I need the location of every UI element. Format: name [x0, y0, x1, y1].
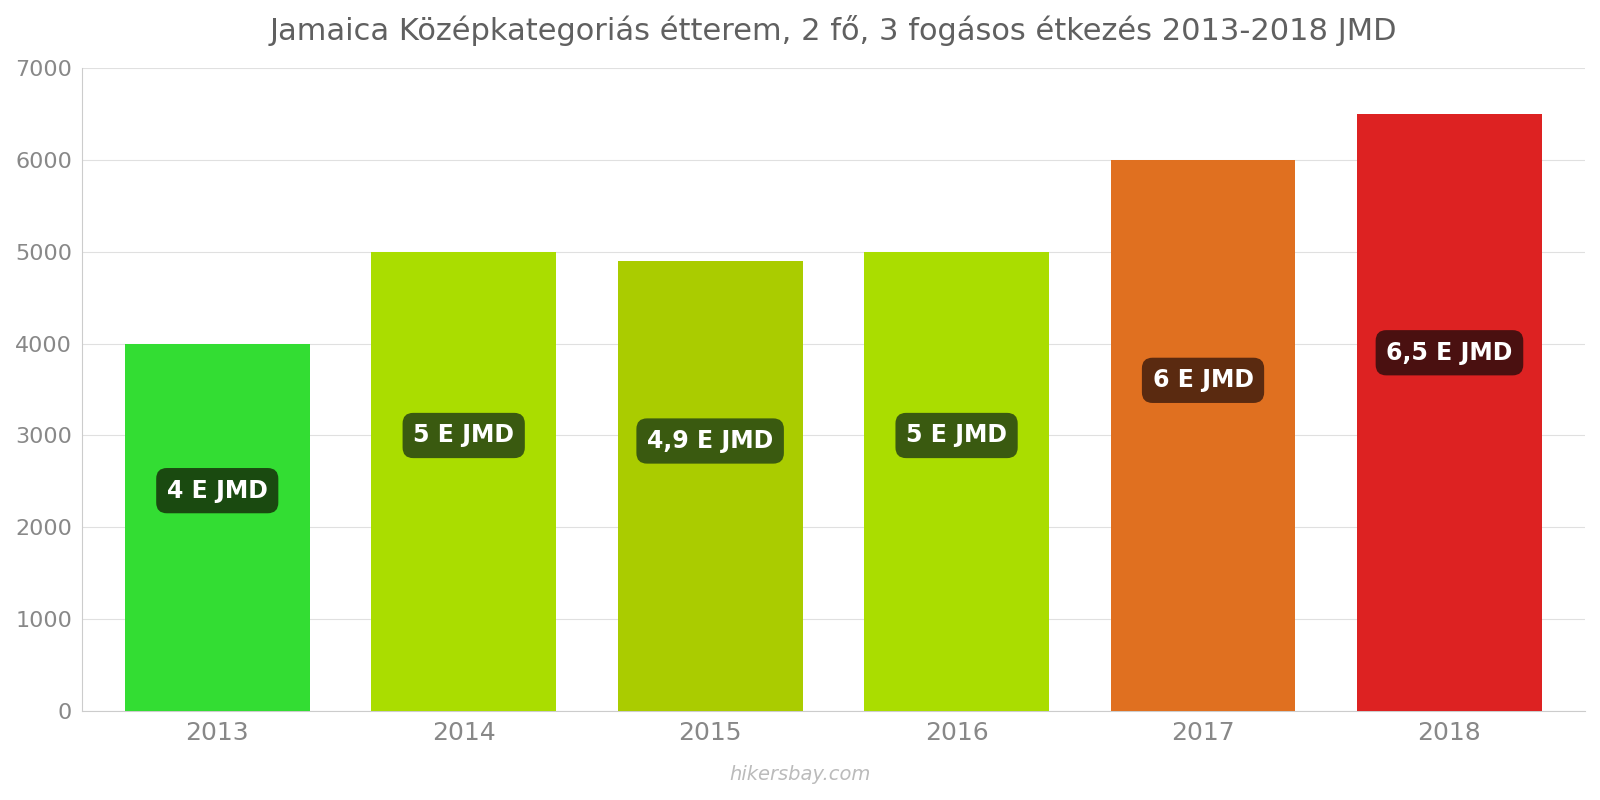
Text: 4,9 E JMD: 4,9 E JMD [646, 429, 773, 453]
Text: 5 E JMD: 5 E JMD [413, 423, 514, 447]
Bar [371, 252, 557, 711]
Text: 6 E JMD: 6 E JMD [1152, 368, 1253, 392]
Text: hikersbay.com: hikersbay.com [730, 765, 870, 784]
Title: Jamaica Középkategoriás étterem, 2 fő, 3 fogásos étkezés 2013-2018 JMD: Jamaica Középkategoriás étterem, 2 fő, 3… [270, 15, 1397, 46]
Bar [864, 252, 1050, 711]
Text: 6,5 E JMD: 6,5 E JMD [1386, 341, 1512, 365]
Bar [1357, 114, 1542, 711]
Bar [618, 261, 803, 711]
Bar [1110, 160, 1296, 711]
Bar [125, 343, 310, 711]
Text: 4 E JMD: 4 E JMD [166, 478, 267, 502]
Text: 5 E JMD: 5 E JMD [906, 423, 1006, 447]
